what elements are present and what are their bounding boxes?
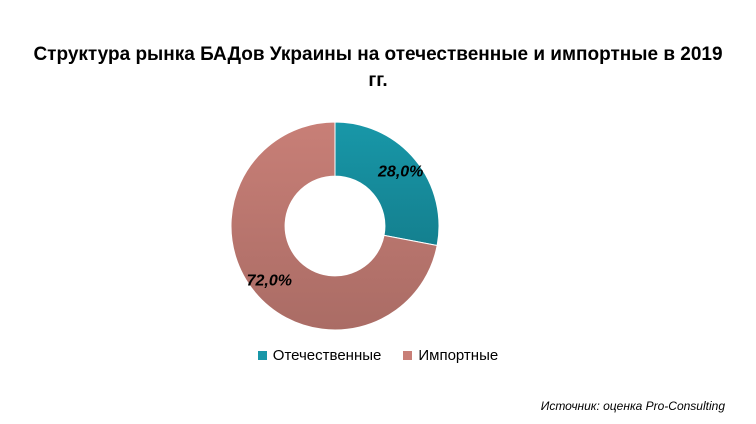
legend-item-imported: Импортные — [403, 347, 498, 364]
donut-slices — [230, 121, 440, 331]
chart-title: Структура рынка БАДов Украины на отечест… — [0, 42, 756, 94]
donut-data-labels: 28,0% 72,0% — [247, 164, 424, 290]
chart-legend: Отечественные Импортные — [0, 347, 756, 364]
legend-item-domestic: Отечественные — [257, 347, 382, 364]
donut-slice-imported — [230, 121, 438, 331]
chart-title-line-2: гг. — [368, 70, 388, 91]
donut-slice-domestic — [334, 121, 440, 247]
legend-label-domestic: Отечественные — [272, 347, 382, 364]
chart-title-line-1: Структура рынка БАДов Украины на отечест… — [33, 44, 723, 65]
legend-swatch-domestic — [257, 351, 267, 360]
data-label-imported: 72,0% — [247, 272, 292, 289]
legend-label-imported: Импортные — [418, 347, 499, 364]
legend-swatch-imported — [403, 351, 413, 360]
source-note: Источник: оценка Pro-Consulting — [540, 399, 725, 413]
data-label-domestic: 28,0% — [377, 164, 423, 181]
